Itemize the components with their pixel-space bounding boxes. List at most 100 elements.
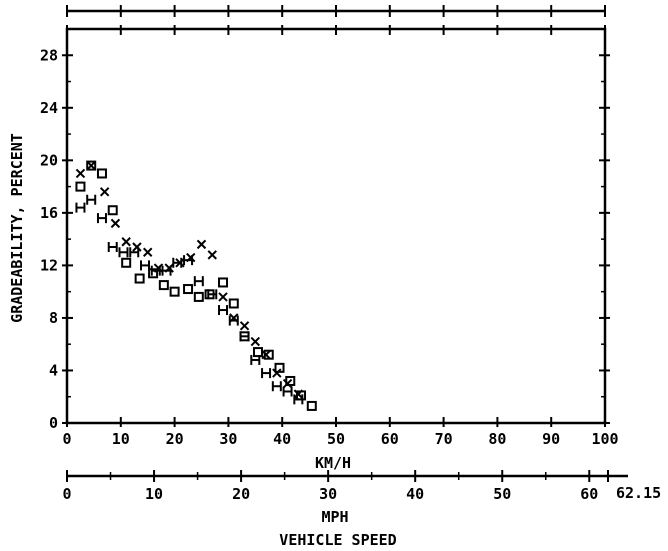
x-tick-label: 0 [62, 430, 71, 448]
x-tick-label: 50 [327, 430, 345, 448]
x-marker-stroke [218, 292, 228, 302]
square-marker [148, 268, 159, 279]
x-marker [282, 378, 293, 389]
y-tick-label: 12 [40, 256, 58, 274]
x-marker-stroke [207, 250, 217, 260]
x-tick-label: 40 [273, 430, 291, 448]
h-marker [261, 368, 272, 379]
square-marker [218, 277, 229, 288]
x-marker [132, 242, 142, 252]
y-tick-label: 16 [40, 204, 58, 222]
x-marker-stroke [132, 242, 142, 252]
chart-caption: VEHICLE SPEED [279, 531, 396, 549]
x-marker-stroke [110, 218, 121, 229]
h-marker [183, 255, 194, 266]
y-axis-ticks: 0 4 8 12 16 20 24 28 [40, 46, 610, 432]
y-tick-label: 8 [49, 309, 58, 327]
x2-axis-title: MPH [321, 508, 348, 526]
square-marker [121, 257, 132, 268]
x-marker-stroke [293, 389, 304, 399]
x-marker [86, 160, 96, 171]
x-marker [272, 368, 282, 378]
x2-end-label: 62.15 [616, 484, 661, 502]
x-tick-label: 80 [488, 430, 506, 448]
x-marker [99, 187, 110, 197]
x-marker [142, 247, 153, 257]
x-marker-stroke [250, 336, 261, 347]
h-marker [107, 242, 118, 253]
x-marker [121, 237, 131, 247]
x-marker-stroke [272, 368, 282, 378]
x-marker-stroke [261, 349, 271, 360]
x-marker [250, 336, 261, 347]
x-marker-stroke [99, 187, 110, 197]
mph-tick-label: 30 [319, 485, 337, 503]
y-tick-label: 20 [40, 151, 58, 169]
square-marker [228, 298, 239, 309]
x-tick-label: 70 [435, 430, 453, 448]
x-marker-stroke [121, 237, 131, 247]
x-marker [110, 218, 121, 229]
h-marker [140, 260, 151, 271]
h-marker [271, 381, 282, 392]
square-marker [274, 362, 285, 373]
mph-tick-label: 10 [145, 485, 163, 503]
h-marker [207, 289, 218, 300]
y-axis-title: GRADEABILITY, PERCENT [8, 133, 26, 323]
square-marker [134, 273, 145, 284]
mph-tick-label: 20 [232, 485, 250, 503]
h-marker [150, 265, 161, 276]
x-marker-stroke [86, 160, 96, 171]
square-marker [252, 347, 263, 358]
x-tick-label: 10 [112, 430, 130, 448]
h-marker [239, 331, 250, 342]
x-marker [261, 349, 271, 360]
h-marker [293, 394, 304, 405]
x-marker [75, 168, 86, 179]
x-marker-stroke [239, 321, 250, 331]
h-marker [172, 257, 183, 268]
square-marker [169, 286, 180, 297]
top-tick-axis [66, 5, 606, 17]
h-marker [282, 386, 293, 397]
x-marker-stroke [142, 247, 153, 257]
x-marker-stroke [282, 378, 293, 389]
h-marker [86, 194, 97, 205]
x-tick-label: 100 [591, 430, 618, 448]
mph-tick-label: 50 [493, 485, 511, 503]
x-tick-label: 90 [542, 430, 560, 448]
plot-border [65, 27, 607, 425]
x-axis-title: KM/H [315, 454, 351, 472]
h-marker [193, 276, 204, 287]
h-marker [228, 315, 239, 326]
x-marker [218, 292, 228, 302]
h-marker [118, 247, 129, 258]
h-marker [96, 213, 107, 224]
y-tick-label: 24 [40, 99, 58, 117]
data-points [75, 160, 317, 411]
square-marker [193, 291, 204, 302]
square-marker [96, 168, 107, 179]
x-tick-label: 60 [381, 430, 399, 448]
mph-tick-label: 40 [406, 485, 424, 503]
h-marker [250, 354, 261, 365]
h-marker [75, 202, 86, 213]
x-marker-stroke [75, 168, 86, 179]
x-marker [293, 389, 304, 399]
x-marker [239, 321, 250, 331]
square-marker [107, 205, 118, 216]
square-marker [183, 284, 194, 295]
square-marker [158, 280, 169, 291]
mph-tick-label: 0 [62, 485, 71, 503]
x-marker [196, 239, 207, 250]
square-marker [86, 160, 97, 171]
y-tick-label: 4 [49, 361, 58, 379]
x-marker-stroke [196, 239, 207, 250]
y-tick-label: 28 [40, 46, 58, 64]
x-tick-label: 30 [219, 430, 237, 448]
y-tick-label: 0 [49, 414, 58, 432]
plot-frame [65, 27, 607, 425]
x-marker [207, 250, 217, 260]
x-tick-label: 20 [166, 430, 184, 448]
